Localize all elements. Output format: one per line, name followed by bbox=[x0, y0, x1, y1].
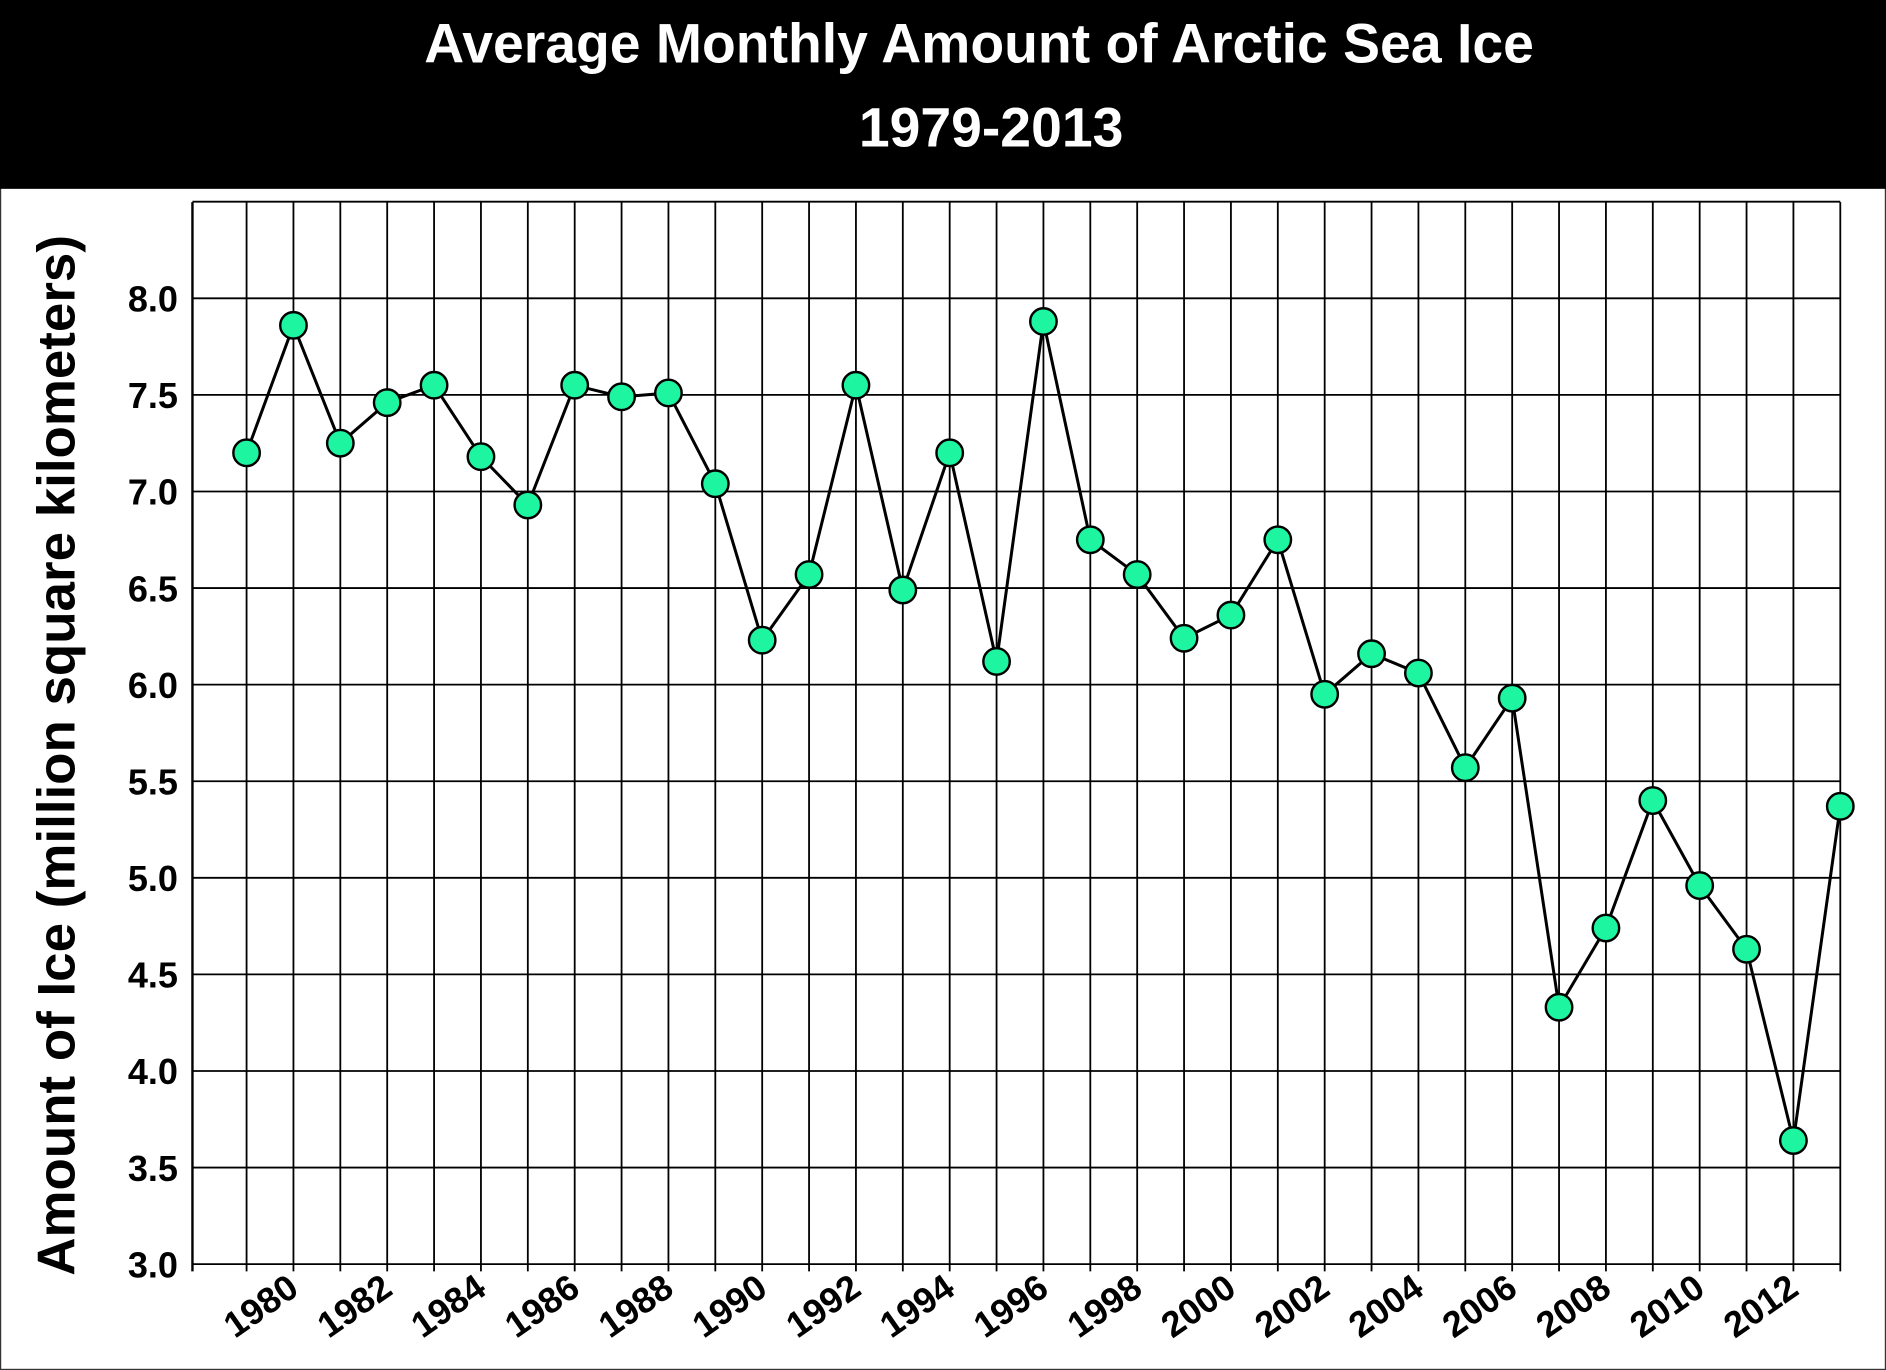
data-point bbox=[1450, 753, 1480, 783]
data-point bbox=[1732, 934, 1761, 964]
data-point bbox=[1778, 1126, 1808, 1155]
data-point bbox=[419, 370, 449, 400]
data-point bbox=[935, 438, 965, 468]
y-tick-label: 3.0 bbox=[128, 1244, 178, 1285]
y-tick-label: 7.5 bbox=[128, 375, 178, 416]
data-point bbox=[1216, 600, 1246, 630]
data-point bbox=[1825, 791, 1855, 821]
chart-title: Average Monthly Amount of Arctic Sea Ice bbox=[424, 13, 1534, 75]
data-point bbox=[700, 469, 730, 499]
y-tick-label: 8.0 bbox=[128, 279, 178, 320]
chart-subtitle: 1979-2013 bbox=[859, 97, 1124, 159]
data-point bbox=[1122, 560, 1152, 589]
y-tick-label: 6.0 bbox=[128, 665, 178, 706]
data-point bbox=[372, 388, 402, 418]
data-point bbox=[607, 382, 637, 412]
y-tick-label: 5.0 bbox=[128, 858, 178, 899]
series-ice bbox=[232, 307, 1855, 1155]
data-point bbox=[1591, 913, 1621, 943]
data-point bbox=[232, 438, 262, 468]
data-point bbox=[654, 378, 683, 408]
data-point bbox=[1029, 307, 1058, 336]
data-point bbox=[1685, 871, 1715, 900]
data-point bbox=[841, 370, 871, 400]
data-point bbox=[794, 560, 824, 589]
data-point bbox=[1310, 679, 1340, 709]
title-bar bbox=[0, 0, 1886, 189]
y-tick-label: 3.5 bbox=[128, 1148, 178, 1189]
data-point bbox=[279, 310, 308, 340]
data-point bbox=[466, 442, 496, 472]
data-point bbox=[747, 625, 777, 655]
data-point bbox=[1357, 639, 1386, 669]
data-point bbox=[560, 370, 590, 400]
data-point bbox=[888, 575, 918, 605]
grid bbox=[191, 200, 1842, 1272]
y-tick-label: 6.5 bbox=[128, 568, 178, 609]
data-point bbox=[1263, 525, 1293, 555]
data-point bbox=[1403, 658, 1433, 688]
data-point bbox=[1075, 525, 1105, 555]
y-axis-label: Amount of Ice (million square kilometers… bbox=[28, 235, 87, 1276]
data-point bbox=[1638, 786, 1668, 815]
data-point bbox=[513, 490, 543, 520]
y-tick-label: 4.5 bbox=[128, 955, 178, 996]
y-tick-label: 5.5 bbox=[128, 761, 178, 802]
data-point bbox=[1169, 623, 1199, 653]
y-tick-label: 4.0 bbox=[128, 1051, 178, 1092]
data-point bbox=[325, 428, 355, 458]
data-point bbox=[1544, 992, 1574, 1022]
y-tick-label: 7.0 bbox=[128, 472, 178, 513]
data-point bbox=[982, 647, 1011, 676]
data-point bbox=[1497, 683, 1527, 713]
